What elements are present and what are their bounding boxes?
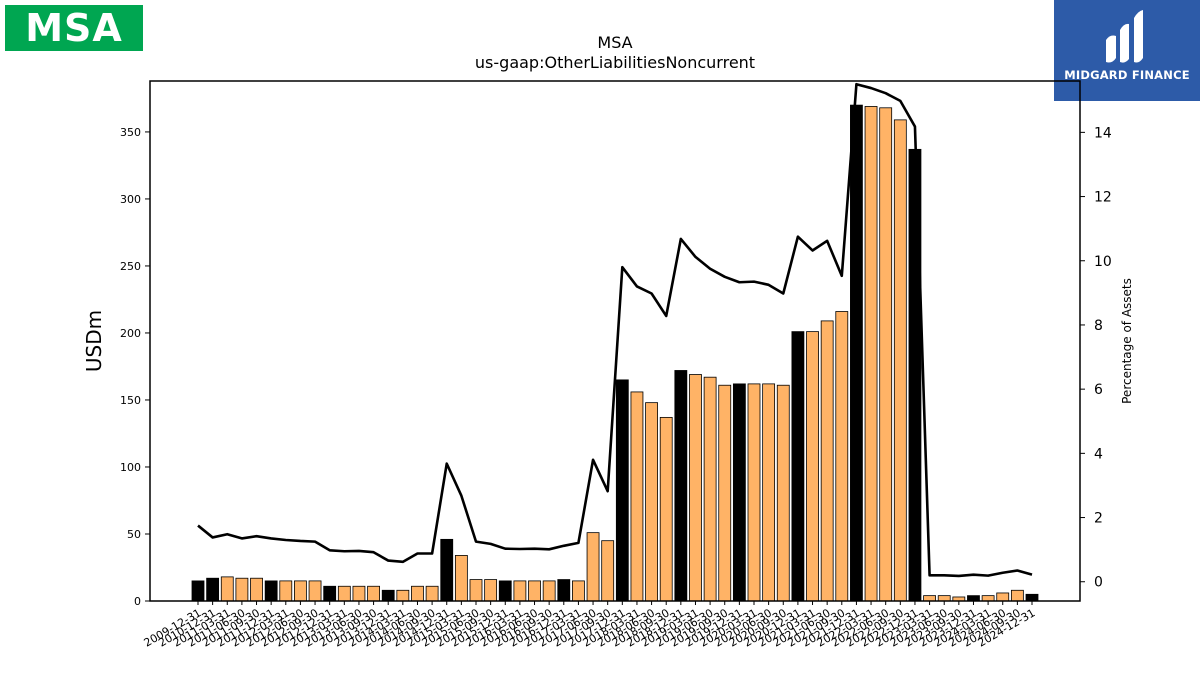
midgard-finance-logo: MIDGARD FINANCE xyxy=(1054,0,1200,101)
bar-2012-09-30 xyxy=(308,580,322,602)
bar-2024-06-30 xyxy=(996,592,1010,602)
bar-2014-06-30 xyxy=(411,585,424,602)
bar-2017-09-30 xyxy=(601,540,615,602)
bar-2017-03-31 xyxy=(572,580,585,602)
y-tick-label: 300 xyxy=(120,193,141,206)
bar-2018-09-30 xyxy=(659,416,673,602)
percentage-line xyxy=(197,82,1033,578)
chart-subtitle: us-gaap:OtherLiabilitiesNoncurrent xyxy=(475,53,755,72)
bar-2011-12-31 xyxy=(264,580,278,602)
bar-2013-06-30 xyxy=(352,585,366,602)
bar-2022-09-30 xyxy=(893,119,907,602)
bar-2019-06-30 xyxy=(703,376,717,602)
midgard-mark-icon xyxy=(1106,10,1143,63)
bar-2024-12-31 xyxy=(1025,593,1039,602)
line-series xyxy=(197,82,1033,578)
bar-2015-03-31 xyxy=(454,555,468,602)
y-tick-label: 350 xyxy=(120,126,141,139)
bar-2018-12-31 xyxy=(674,370,688,602)
y-axis-ticks: 0 50 100 150 200 250 300 350 xyxy=(120,126,150,608)
y-tick-label: 0 xyxy=(134,595,141,608)
bar-2022-03-31 xyxy=(864,106,878,602)
chart-title: MSA xyxy=(597,33,632,52)
bar-2020-12-31 xyxy=(791,331,805,602)
bar-2012-12-31 xyxy=(323,585,337,602)
bar-2009-12-31 xyxy=(191,580,205,602)
y2-tick-label: 2 xyxy=(1094,511,1103,527)
y2-tick-label: 14 xyxy=(1094,125,1112,141)
bar-2019-12-31 xyxy=(732,383,746,602)
bar-2016-12-31 xyxy=(557,579,571,602)
bar-2020-09-30 xyxy=(776,384,790,602)
y-tick-label: 150 xyxy=(120,394,141,407)
bar-2020-06-30 xyxy=(762,383,776,602)
y-tick-label: 250 xyxy=(120,260,141,273)
bar-2014-09-30 xyxy=(425,585,439,602)
bar-2016-06-30 xyxy=(528,580,541,602)
y2-tick-label: 12 xyxy=(1094,190,1112,206)
y2-axis-label: Percentage of Assets xyxy=(1120,278,1134,404)
bar-2017-06-30 xyxy=(586,532,600,602)
y2-tick-label: 8 xyxy=(1094,318,1103,334)
bar-series xyxy=(191,104,1039,602)
y-tick-label: 200 xyxy=(120,327,141,340)
bar-2019-09-30 xyxy=(718,384,732,602)
y-tick-label: 100 xyxy=(120,461,141,474)
y2-tick-label: 10 xyxy=(1094,254,1112,270)
bar-2021-12-31 xyxy=(850,104,863,602)
bar-2023-03-31 xyxy=(923,595,936,602)
bar-2014-03-31 xyxy=(396,589,410,602)
bar-2011-06-30 xyxy=(235,577,249,602)
plot-frame xyxy=(149,80,1081,602)
bar-2012-06-30 xyxy=(294,580,307,602)
bar-2015-12-31 xyxy=(498,580,512,602)
y-axis-label: USDm xyxy=(82,310,106,372)
y2-axis-ticks: 0 2 4 6 8 10 12 14 xyxy=(1080,125,1112,591)
msa-logo: MSA xyxy=(5,5,143,51)
x-axis-ticks: 2009-12-312010-12-312011-03-312011-06-30… xyxy=(142,601,1038,650)
msa-logo-text: MSA xyxy=(25,6,123,50)
y2-tick-label: 0 xyxy=(1094,575,1103,591)
bar-2023-06-30 xyxy=(937,595,951,602)
bar-2014-12-31 xyxy=(440,538,454,602)
bar-2016-09-30 xyxy=(542,580,556,602)
bar-2018-06-30 xyxy=(645,402,658,602)
y2-tick-label: 6 xyxy=(1094,382,1103,398)
bar-2013-12-31 xyxy=(381,589,395,602)
bar-2019-03-31 xyxy=(689,374,702,602)
y2-tick-label: 4 xyxy=(1094,446,1103,462)
bar-2020-03-31 xyxy=(747,383,761,602)
bar-2017-12-31 xyxy=(615,379,629,602)
bar-2016-03-31 xyxy=(513,580,527,602)
bar-2021-09-30 xyxy=(835,311,849,602)
bar-2021-03-31 xyxy=(806,331,819,602)
bar-2013-03-31 xyxy=(337,585,351,602)
bar-2021-06-30 xyxy=(820,320,834,602)
bar-2012-03-31 xyxy=(279,580,293,602)
bar-2022-06-30 xyxy=(879,107,893,602)
bar-2023-12-31 xyxy=(967,595,980,602)
bar-2024-03-31 xyxy=(981,595,995,602)
midgard-logo-text: MIDGARD FINANCE xyxy=(1064,68,1190,82)
bar-2010-12-31 xyxy=(206,577,220,602)
bar-2015-06-30 xyxy=(469,579,483,602)
bar-2011-09-30 xyxy=(250,577,263,602)
y-tick-label: 50 xyxy=(127,528,141,541)
bar-2013-09-30 xyxy=(367,585,380,602)
bar-2011-03-31 xyxy=(220,576,234,602)
bar-2024-09-30 xyxy=(1010,589,1024,602)
bar-2018-03-31 xyxy=(630,391,644,602)
bar-2015-09-30 xyxy=(484,579,498,602)
